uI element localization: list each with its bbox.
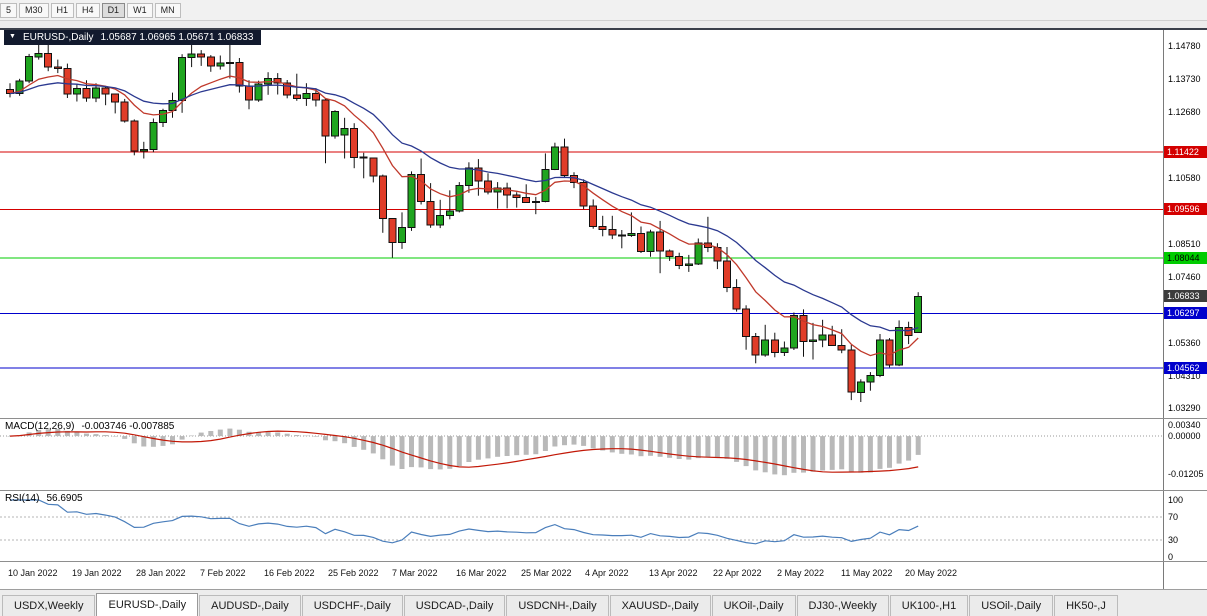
price-axis-tick: 1.13730 [1168,74,1201,84]
macd-name: MACD(12,26,9) [5,421,75,432]
date-axis-label: 13 Apr 2022 [649,568,698,578]
rsi-value: 56.6905 [46,493,83,504]
price-axis-tick: 1.07460 [1168,272,1201,282]
rsi-plot[interactable] [0,491,1163,561]
macd-values: -0.003746 -0.007885 [81,421,175,432]
chart-tab-dj30-weekly[interactable]: DJ30-,Weekly [796,595,889,616]
date-axis-label: 4 Apr 2022 [585,568,629,578]
rsi-axis-tick: 30 [1168,535,1179,545]
date-axis-label: 2 May 2022 [777,568,825,578]
chart-tab-uk100-h1[interactable]: UK100-,H1 [889,595,969,616]
price-axis-tick: 1.08510 [1168,239,1201,249]
chart-tab-eurusd-daily[interactable]: EURUSD-,Daily [96,593,199,616]
date-axis-label: 10 Jan 2022 [8,568,58,578]
date-axis-label: 7 Feb 2022 [200,568,246,578]
chart-window: 10 Jan 2022 19 Jan 2022 28 Jan 2022 7 Feb 2… [0,28,1207,589]
pane-separator[interactable] [0,490,1207,491]
timeframe-button-d1[interactable]: D1 [101,2,126,18]
chart-info-label: ▼ EURUSD-,Daily 1.05687 1.06965 1.05671 … [4,30,262,45]
timeframe-button-m30[interactable]: M30 [19,2,49,18]
price-level-tag: 1.11422 [1164,146,1207,158]
rsi-name: RSI(14) [5,493,40,504]
price-level-tag: 1.04562 [1164,362,1207,374]
price-axis-tick: 1.12680 [1168,107,1201,117]
chart-tab-audusd-daily[interactable]: AUDUSD-,Daily [199,595,301,616]
chart-tab-usdchf-daily[interactable]: USDCHF-,Daily [301,595,403,616]
timeframe-button-h4[interactable]: H4 [76,2,100,18]
date-axis-label: 11 May 2022 [841,568,893,578]
date-axis-label: 7 Mar 2022 [392,568,438,578]
rsi-axis-tick: 70 [1168,512,1179,522]
chart-tab-usdx-weekly[interactable]: USDX,Weekly [2,595,96,616]
timeframe-button-h1[interactable]: H1 [50,2,75,18]
chart-tab-ukoil-daily[interactable]: UKOil-,Daily [711,595,796,616]
timeframe-button-w1[interactable]: W1 [127,2,153,18]
macd-label: MACD(12,26,9) -0.003746 -0.007885 [5,421,174,432]
collapse-chart-icon[interactable]: ▼ [9,33,16,40]
date-axis[interactable]: 10 Jan 2022 19 Jan 2022 28 Jan 2022 7 Feb 2… [0,562,1163,589]
price-level-tag: 1.08044 [1164,252,1207,264]
chart-tab-hk50-j[interactable]: HK50-,J [1054,595,1118,616]
chart-symbol-label: EURUSD-,Daily [22,31,94,43]
date-axis-label: 22 Apr 2022 [713,568,762,578]
chart-tab-bar: USDX,Weekly EURUSD-,Daily AUDUSD-,Daily USD… [0,589,1207,616]
price-level-tag: 1.06297 [1164,307,1207,319]
price-axis-tick: 1.10580 [1168,173,1201,183]
chart-tab-usdcnh-daily[interactable]: USDCNH-,Daily [506,595,609,616]
pane-separator[interactable] [0,561,1207,562]
chart-tab-usoil-daily[interactable]: USOil-,Daily [969,595,1054,616]
date-axis-label: 19 Jan 2022 [72,568,122,578]
price-level-tag: 1.09596 [1164,203,1207,215]
rsi-axis-tick: 0 [1168,552,1174,562]
date-axis-label: 28 Jan 2022 [136,568,186,578]
macd-svg [0,428,1163,476]
chart-tab-xauusd-daily[interactable]: XAUUSD-,Daily [609,595,711,616]
date-axis-label: 25 Feb 2022 [328,568,379,578]
macd-axis-tick: 0.00340 [1168,420,1201,430]
date-axis-label: 25 Mar 2022 [521,568,572,578]
price-chart-plot[interactable] [0,30,1163,418]
chart-tab-usdcad-daily[interactable]: USDCAD-,Daily [403,595,506,616]
macd-axis-tick: -0.01205 [1168,469,1204,479]
chart-ohlc-values: 1.05687 1.06965 1.05671 1.06833 [100,31,254,43]
current-price-tag: 1.06833 [1164,290,1207,302]
rsi-svg [0,499,1163,545]
date-axis-label: 20 May 2022 [905,568,958,578]
macd-axis-tick: 0.00000 [1168,431,1201,441]
timeframe-button-mn[interactable]: MN [154,2,181,18]
macd-plot[interactable] [0,419,1163,490]
price-axis[interactable]: 1.14780 1.13730 1.12680 1.10580 1.08510 1.074… [1163,30,1207,589]
timeframe-button-5[interactable]: 5 [0,2,18,18]
candlestick-svg [0,40,1163,402]
price-axis-tick: 1.04310 [1168,371,1201,381]
pane-separator[interactable] [0,418,1207,419]
date-axis-label: 16 Mar 2022 [456,568,507,578]
price-axis-tick: 1.14780 [1168,41,1201,51]
date-axis-label: 16 Feb 2022 [264,568,315,578]
timeframe-toolbar: 5 M30 H1 H4 D1 W1 MN [0,0,1207,21]
rsi-axis-tick: 100 [1168,495,1184,505]
rsi-label: RSI(14) 56.6905 [5,493,83,504]
price-axis-tick: 1.05360 [1168,338,1201,348]
price-axis-tick: 1.03290 [1168,403,1201,413]
